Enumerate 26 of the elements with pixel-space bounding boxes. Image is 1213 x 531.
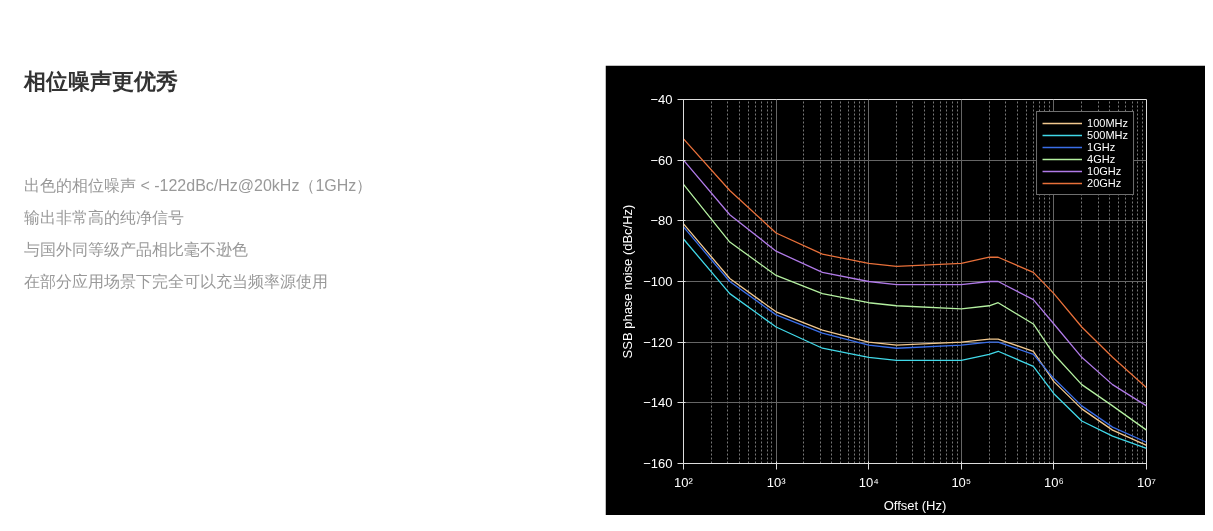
text: 出色的相位噪声 < -122dBc/Hz@20kHz（1GHz） bbox=[24, 176, 373, 197]
legend-label: 10GHz bbox=[1087, 165, 1122, 177]
legend-label: 1GHz bbox=[1087, 141, 1116, 153]
x-tick-label: 10² bbox=[674, 474, 694, 490]
y-axis-title: SSB phase noise (dBc/Hz) bbox=[620, 204, 636, 359]
y-tick-label: −140 bbox=[643, 395, 673, 411]
legend-label: 4GHz bbox=[1087, 153, 1116, 165]
legend-label: 100MHz bbox=[1087, 117, 1128, 129]
x-tick-label: 10⁷ bbox=[1136, 474, 1157, 490]
x-axis-title: Offset (Hz) bbox=[883, 497, 947, 513]
y-tick-label: −100 bbox=[643, 274, 673, 289]
y-tick-label: −40 bbox=[650, 92, 673, 107]
text: 输出非常高的纯净信号 bbox=[24, 208, 185, 229]
legend-label: 500MHz bbox=[1087, 129, 1128, 141]
legend-label: 20GHz bbox=[1087, 177, 1122, 189]
y-tick-label: −160 bbox=[643, 456, 673, 471]
x-tick-label: 10⁴ bbox=[858, 474, 879, 490]
text: 相位噪声更优秀 bbox=[24, 68, 179, 96]
text: 在部分应用场景下完全可以充当频率源使用 bbox=[24, 271, 329, 292]
x-tick-label: 10⁵ bbox=[951, 474, 972, 490]
y-tick-label: −120 bbox=[643, 334, 673, 350]
y-tick-label: −60 bbox=[650, 152, 673, 168]
y-tick-label: −80 bbox=[650, 213, 673, 229]
x-tick-label: 10⁶ bbox=[1043, 474, 1064, 490]
x-tick-label: 10³ bbox=[766, 474, 787, 490]
text: 与国外同等级产品相比毫不逊色 bbox=[24, 240, 249, 261]
